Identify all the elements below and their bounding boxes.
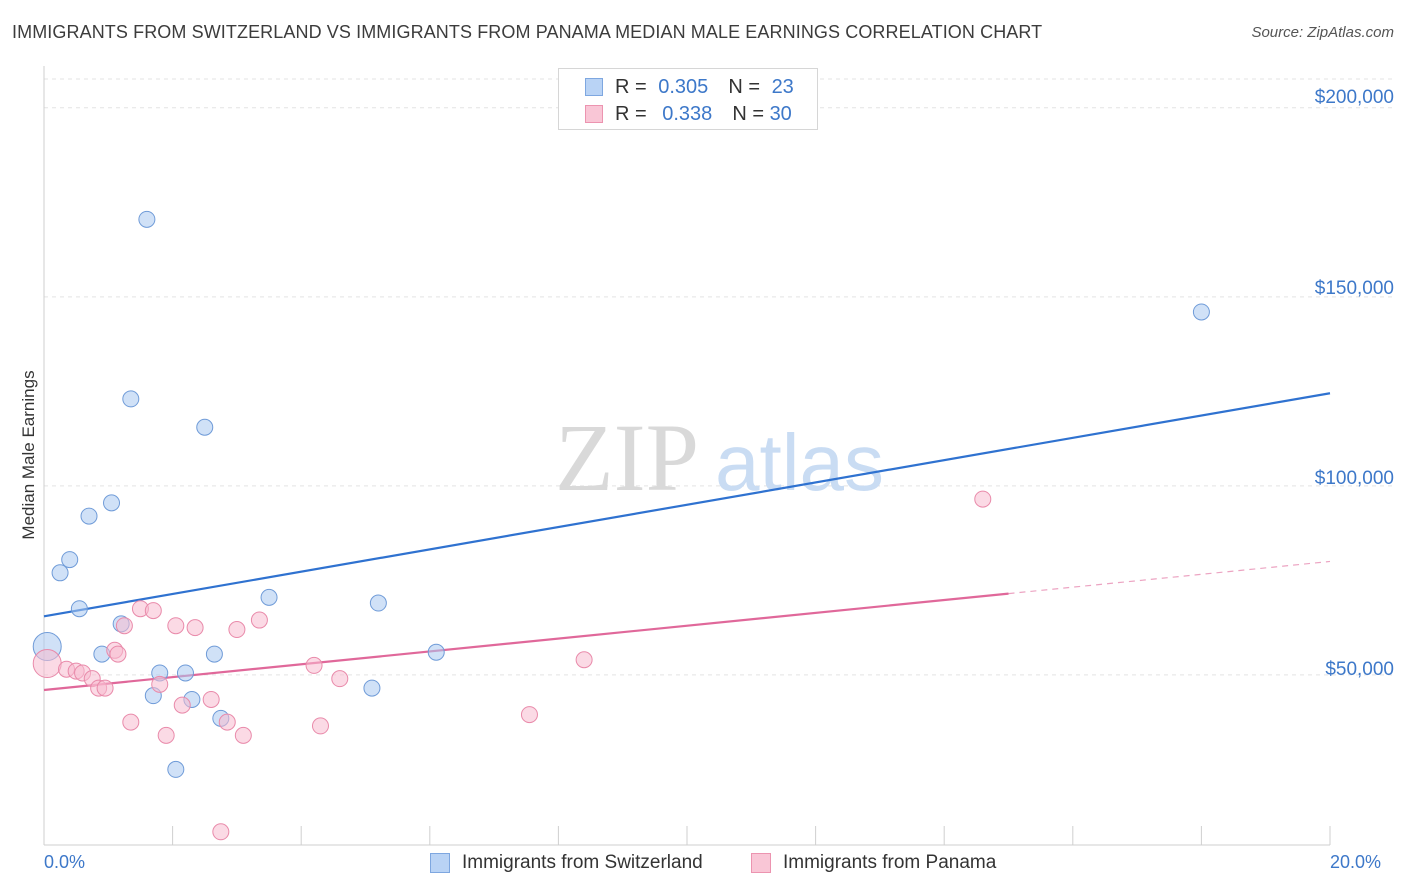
- legend-swatch-panama: [751, 853, 771, 873]
- data-point-panama: [151, 675, 169, 693]
- x-tick-label-max: 20.0%: [1330, 852, 1382, 872]
- gridlines: [44, 78, 1395, 676]
- data-point-panama: [212, 823, 230, 841]
- data-point-panama: [167, 617, 185, 635]
- trendline-switzerland: [43, 392, 1331, 618]
- data-point-panama: [250, 611, 268, 629]
- data-point-panama: [305, 656, 323, 674]
- data-points: [32, 210, 1210, 841]
- data-point-panama: [32, 649, 62, 679]
- data-point-switzerland: [138, 210, 156, 228]
- y-tick-label: $150,000: [1314, 278, 1394, 299]
- watermark-atlas: atlas: [715, 418, 884, 507]
- data-point-panama: [186, 619, 204, 637]
- watermark: ZIP atlas: [555, 404, 884, 511]
- trendline-panama: [43, 592, 1009, 692]
- data-point-switzerland: [61, 551, 79, 569]
- r-label: R =: [615, 102, 647, 125]
- data-point-switzerland: [196, 418, 214, 436]
- legend-label: Immigrants from Panama: [783, 852, 997, 873]
- data-point-panama: [173, 696, 191, 714]
- trendlines: [43, 392, 1331, 692]
- data-point-panama: [109, 645, 127, 663]
- data-point-panama: [234, 726, 252, 744]
- trendline-extension-panama: [1008, 560, 1331, 595]
- y-tick-label: $200,000: [1314, 87, 1394, 108]
- data-point-switzerland: [205, 645, 223, 663]
- y-axis-label: Median Male Earnings: [19, 370, 38, 540]
- data-point-panama: [575, 651, 593, 669]
- legend-row-panama: R = 0.338 N = 30: [585, 101, 792, 127]
- data-point-panama: [115, 617, 133, 635]
- data-point-panama: [228, 621, 246, 639]
- watermark-zip: ZIP: [555, 404, 699, 511]
- data-point-switzerland: [363, 679, 381, 697]
- legend-swatch-switzerland: [585, 78, 603, 96]
- data-point-panama: [144, 602, 162, 620]
- legend-label: Immigrants from Switzerland: [462, 852, 703, 873]
- r-value: 0.338: [662, 102, 713, 125]
- legend-swatch-switzerland: [430, 853, 450, 873]
- data-point-panama: [331, 670, 349, 688]
- n-label: N =: [732, 102, 764, 125]
- data-point-panama: [520, 706, 538, 724]
- data-point-switzerland: [1192, 303, 1210, 321]
- data-point-switzerland: [80, 507, 98, 525]
- chart-title: IMMIGRANTS FROM SWITZERLAND VS IMMIGRANT…: [12, 22, 1043, 42]
- x-tick-label-min: 0.0%: [44, 852, 86, 872]
- data-point-panama: [96, 679, 114, 697]
- y-tick-label: $50,000: [1325, 659, 1394, 680]
- data-point-panama: [311, 717, 329, 735]
- legend-swatch-panama: [585, 105, 603, 123]
- source-label: Source: ZipAtlas.com: [1251, 24, 1394, 41]
- data-point-panama: [122, 713, 140, 731]
- series-legend-switzerland: Immigrants from Switzerland: [430, 852, 703, 874]
- data-point-switzerland: [167, 760, 185, 778]
- data-point-switzerland: [176, 664, 194, 682]
- data-point-switzerland: [260, 588, 278, 606]
- data-point-switzerland: [70, 600, 88, 618]
- data-point-panama: [974, 490, 992, 508]
- data-point-switzerland: [51, 564, 69, 582]
- legend-row-switzerland: R = 0.305 N = 23: [585, 74, 794, 100]
- n-value: 30: [769, 102, 792, 125]
- data-point-switzerland: [122, 390, 140, 408]
- data-point-panama: [157, 726, 175, 744]
- series-legend-panama: Immigrants from Panama: [751, 852, 996, 874]
- r-label: R =: [615, 75, 647, 98]
- data-point-switzerland: [103, 494, 121, 512]
- data-point-switzerland: [369, 594, 387, 612]
- data-point-panama: [202, 690, 220, 708]
- axes: [43, 66, 1331, 846]
- data-point-panama: [218, 713, 236, 731]
- n-label: N =: [728, 75, 760, 98]
- r-value: 0.305: [658, 75, 709, 98]
- correlation-legend: R = 0.305 N = 23 R = 0.338 N = 30: [558, 68, 818, 130]
- n-value: 23: [771, 75, 794, 98]
- y-tick-label: $100,000: [1314, 468, 1394, 489]
- data-point-switzerland: [427, 643, 445, 661]
